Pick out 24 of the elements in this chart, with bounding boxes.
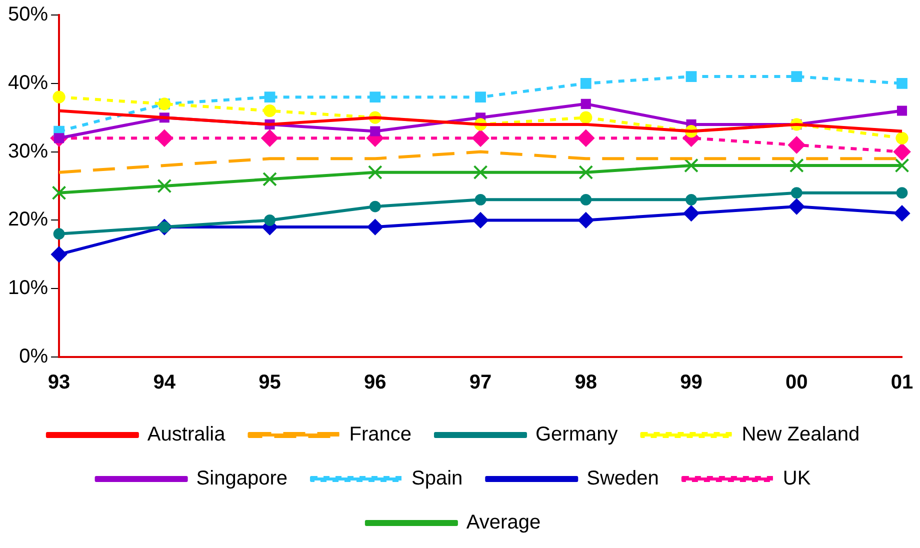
legend-label: Spain xyxy=(411,468,463,490)
legend-label: Sweden xyxy=(586,468,659,490)
legend-label: New Zealand xyxy=(742,424,860,446)
x-tick-label: 93 xyxy=(48,372,70,394)
x-tick-label: 95 xyxy=(258,372,281,394)
legend-label: Average xyxy=(466,512,541,534)
legend-label: Germany xyxy=(535,424,618,446)
y-tick-label: 50% xyxy=(8,4,48,26)
x-tick-label: 00 xyxy=(786,372,808,394)
y-tick-label: 0% xyxy=(19,346,48,368)
x-tick-label: 94 xyxy=(153,372,176,394)
legend-label: Singapore xyxy=(196,468,288,490)
legend-label: Australia xyxy=(147,424,226,446)
legend-label: UK xyxy=(782,468,812,490)
legend-label: France xyxy=(349,424,412,446)
x-tick-label: 98 xyxy=(574,372,598,394)
y-tick-label: 20% xyxy=(8,208,48,231)
x-tick-label: 01 xyxy=(890,372,914,394)
y-tick-label: 30% xyxy=(8,140,48,162)
x-tick-label: 99 xyxy=(680,372,702,394)
x-tick-label: 97 xyxy=(469,372,492,394)
x-tick-label: 96 xyxy=(364,372,386,394)
y-tick-label: 40% xyxy=(8,72,48,94)
y-tick-label: 10% xyxy=(8,277,48,300)
